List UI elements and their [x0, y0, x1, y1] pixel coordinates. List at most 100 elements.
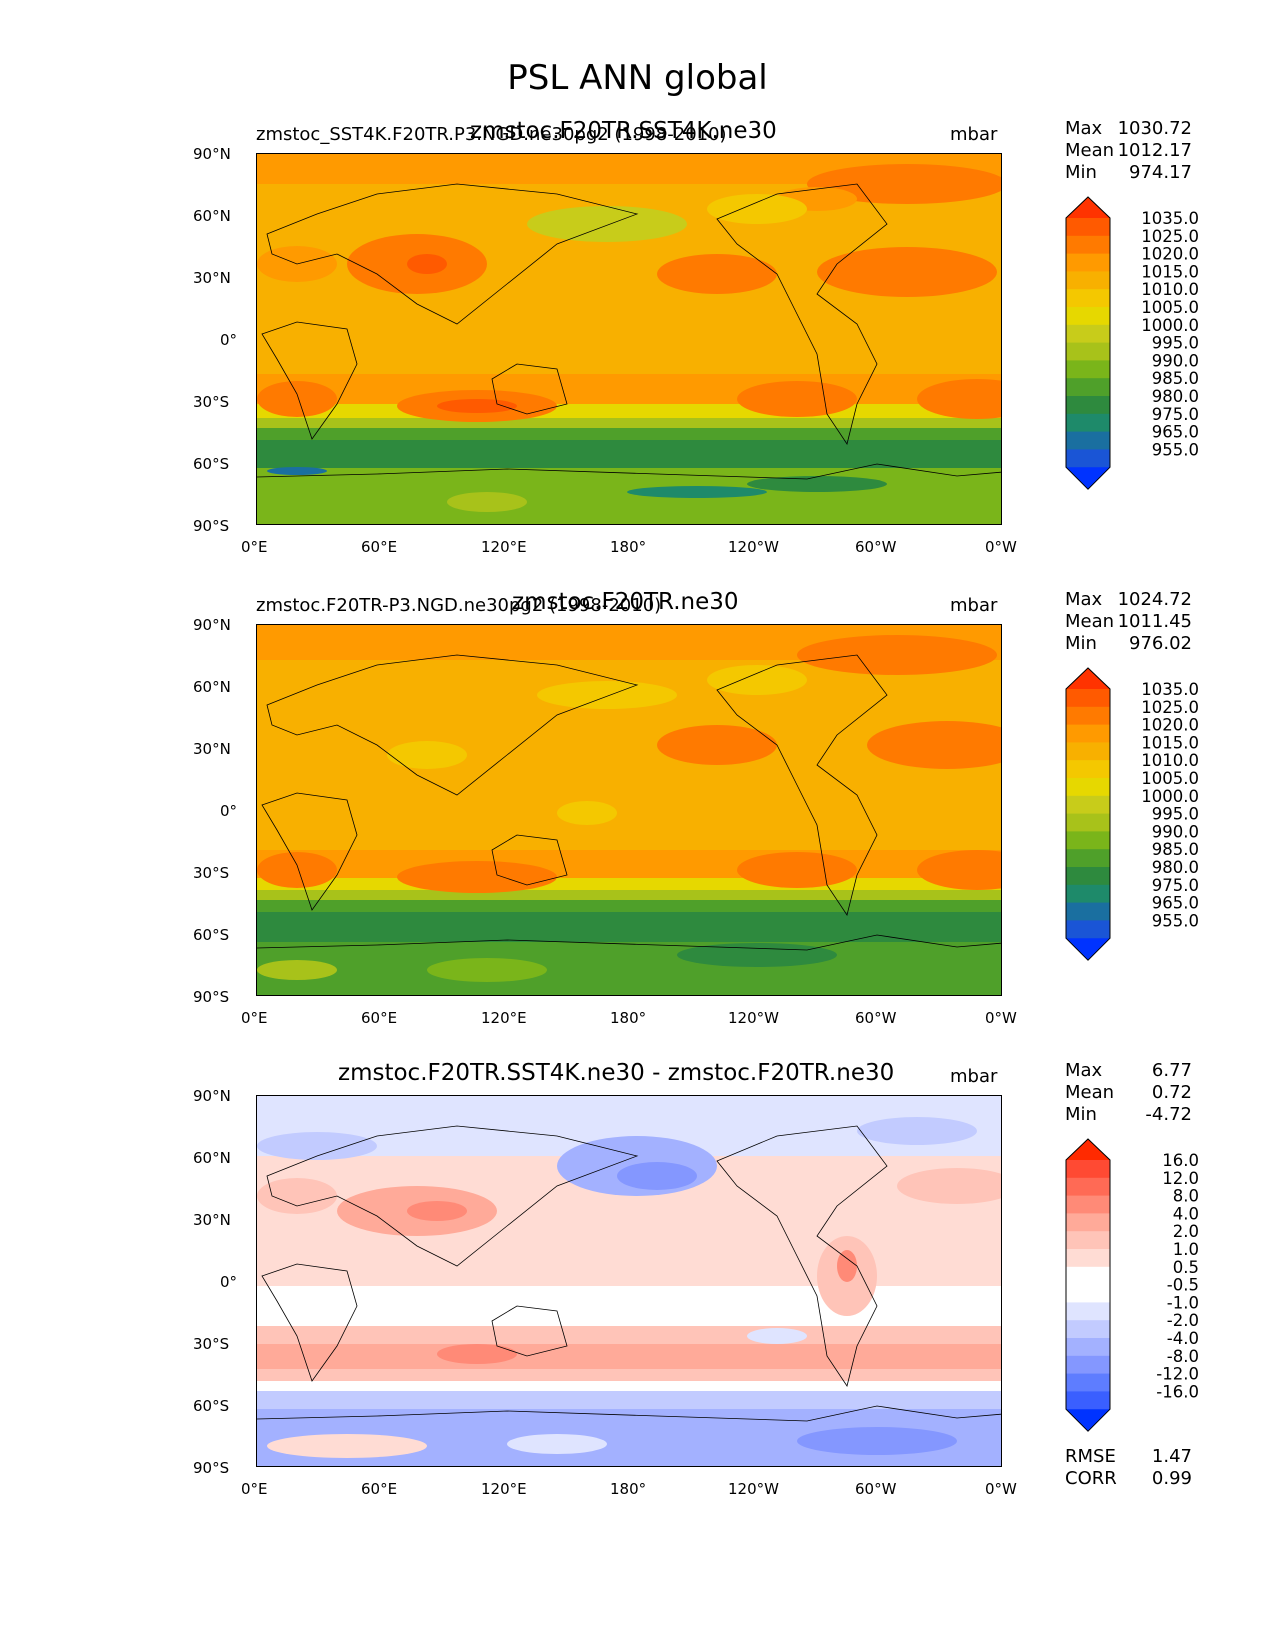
colorbar: 1035.0 1025.0 1020.0 1015.0 1010.0 1005.0 1000…	[1065, 667, 1209, 966]
x-tick: 180°	[610, 1480, 647, 1498]
colorbar-segment	[1066, 867, 1110, 886]
colorbar-level-label: 1035.0	[1141, 209, 1199, 228]
colorbar-segment	[1066, 1284, 1110, 1303]
colorbar-level-label: 4.0	[1173, 1204, 1199, 1223]
colorbar-level-label: 990.0	[1152, 822, 1199, 841]
colorbar-segment	[1066, 396, 1110, 415]
colorbar-level-label: 1025.0	[1141, 698, 1199, 717]
colorbar-segment	[1066, 1391, 1110, 1410]
colorbar-segment	[1066, 360, 1110, 379]
x-tick: 0°E	[241, 538, 268, 556]
colorbar-level-label: 1005.0	[1141, 298, 1199, 317]
x-tick: 0°E	[241, 1009, 268, 1027]
colorbar-level-label: 975.0	[1152, 405, 1199, 424]
x-tick: 60°E	[361, 1009, 398, 1027]
colorbar-extend-bottom	[1066, 467, 1110, 490]
stat-min-label: Min	[1065, 1104, 1097, 1125]
corr-label: CORR	[1065, 1468, 1117, 1489]
stat-max-value: 1024.72	[1117, 589, 1192, 610]
panel-title: zmstoc.F20TR.SST4K.ne30 - zmstoc.F20TR.n…	[338, 1060, 895, 1086]
map-plot	[256, 624, 1002, 996]
colorbar-level-label: 2.0	[1173, 1222, 1199, 1241]
colorbar-segment	[1066, 706, 1110, 726]
psl-difference-field	[257, 1096, 1001, 1466]
stat-max-label: Max	[1065, 589, 1103, 610]
colorbar-svg: 1035.01025.01020.01015.01010.01005.01000…	[1065, 667, 1199, 961]
panel-title: zmstoc.F20TR.SST4K.ne30	[470, 118, 777, 144]
stat-mean-label: Mean	[1065, 1082, 1115, 1103]
colorbar-level-label: 12.0	[1162, 1169, 1199, 1188]
y-tick: 60°S	[193, 455, 230, 473]
panel-title: zmstoc.F20TR.ne30	[512, 589, 739, 615]
stat-max-label: Max	[1065, 1060, 1103, 1081]
x-tick: 120°W	[728, 1480, 779, 1498]
x-tick: 60°W	[855, 1009, 897, 1027]
y-tick: 30°S	[193, 1335, 230, 1353]
y-tick: 90°N	[193, 1087, 231, 1105]
panel-subtitle: zmstoc.F20TR-P3.NGD.ne30pg2 (1998-2010)	[256, 595, 662, 616]
colorbar-level-label: 1010.0	[1141, 280, 1199, 299]
colorbar: 1035.0 1025.0 1020.0 1015.0 1010.0 1005.0 1000…	[1065, 196, 1209, 495]
stat-mean-value: 0.72	[1151, 1082, 1192, 1103]
colorbar-level-label: 985.0	[1152, 369, 1199, 388]
units-label: mbar	[950, 1066, 998, 1087]
colorbar-level-label: -4.0	[1167, 1329, 1199, 1348]
y-tick: 30°S	[193, 393, 230, 411]
stat-mean-value: 1011.45	[1117, 611, 1192, 632]
colorbar-level-label: 1.0	[1173, 1240, 1199, 1259]
colorbar-segment	[1066, 1160, 1110, 1179]
colorbar-segment	[1066, 1320, 1110, 1339]
colorbar-segment	[1066, 813, 1110, 832]
stat-max-label: Max	[1065, 118, 1103, 139]
colorbar-segment	[1066, 902, 1110, 921]
y-tick: 60°S	[193, 1397, 230, 1415]
colorbar-segment	[1066, 1266, 1110, 1286]
stat-mean-label: Mean	[1065, 611, 1115, 632]
colorbar-segment	[1066, 742, 1110, 761]
colorbar-segment	[1066, 378, 1110, 397]
x-tick: 60°E	[361, 1480, 398, 1498]
colorbar-level-label: 1035.0	[1141, 680, 1199, 699]
colorbar-segment	[1066, 920, 1110, 939]
colorbar-segment	[1066, 413, 1110, 433]
colorbar-segment	[1066, 1195, 1110, 1214]
stat-max-value: 6.77	[1151, 1060, 1192, 1081]
map-plot	[256, 153, 1002, 525]
colorbar-level-label: -8.0	[1167, 1347, 1199, 1366]
colorbar-level-label: -1.0	[1167, 1293, 1199, 1312]
y-tick: 90°S	[193, 1459, 230, 1477]
stat-min-label: Min	[1065, 162, 1097, 183]
colorbar-level-label: 1005.0	[1141, 769, 1199, 788]
panel-subtitle: zmstoc_SST4K.F20TR.P3.NGD.ne30pg2 (1998-…	[256, 124, 727, 145]
colorbar-level-label: -16.0	[1156, 1382, 1199, 1401]
colorbar-level-label: -0.5	[1167, 1276, 1199, 1295]
colorbar-level-label: 990.0	[1152, 351, 1199, 370]
colorbar-segment	[1066, 724, 1110, 743]
figure-title: PSL ANN global	[507, 58, 768, 98]
stat-min-value: -4.72	[1145, 1104, 1192, 1125]
colorbar-segment	[1066, 760, 1110, 779]
x-tick: 0°E	[241, 1480, 268, 1498]
y-tick: 60°N	[193, 1149, 231, 1167]
colorbar-extend-top	[1066, 1139, 1110, 1160]
y-tick: 90°S	[193, 517, 230, 535]
colorbar-level-label: 955.0	[1152, 440, 1199, 459]
colorbar-level-label: -12.0	[1156, 1365, 1199, 1384]
y-tick: 60°N	[193, 678, 231, 696]
x-tick: 60°W	[855, 1480, 897, 1498]
colorbar-segment	[1066, 307, 1110, 326]
y-tick: 90°N	[193, 616, 231, 634]
colorbar-level-label: -2.0	[1167, 1311, 1199, 1330]
colorbar-segment	[1066, 1302, 1110, 1321]
colorbar-level-label: 1020.0	[1141, 245, 1199, 264]
colorbar-level-label: 985.0	[1152, 840, 1199, 859]
y-tick: 30°N	[193, 740, 231, 758]
colorbar-level-label: 1020.0	[1141, 716, 1199, 735]
colorbar-segment	[1066, 1231, 1110, 1250]
x-tick: 120°W	[728, 538, 779, 556]
colorbar-level-label: 955.0	[1152, 911, 1199, 930]
map-plot	[256, 1095, 1002, 1467]
colorbar-level-label: 1015.0	[1141, 733, 1199, 752]
colorbar-segment	[1066, 449, 1110, 468]
y-tick: 0°	[220, 802, 238, 820]
